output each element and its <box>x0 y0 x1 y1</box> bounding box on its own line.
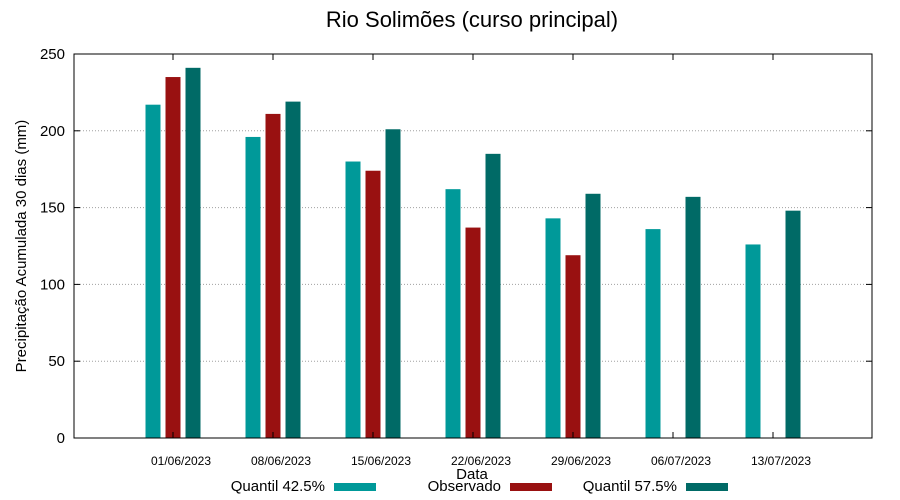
x-tick-label: 06/07/2023 <box>651 454 711 468</box>
legend: Quantil 42.5% Observado Quantil 57.5% <box>231 478 728 495</box>
bars <box>145 67 801 439</box>
legend-swatch <box>686 483 728 491</box>
bar-quantil-42-5--5 <box>645 229 661 438</box>
bar-quantil-57-5--0 <box>185 67 201 438</box>
legend-label: Quantil 42.5% <box>231 478 325 495</box>
bar-observado-3 <box>465 227 481 438</box>
bar-quantil-57-5--4 <box>585 193 601 438</box>
bar-quantil-57-5--2 <box>385 129 401 438</box>
bar-quantil-57-5--6 <box>785 210 801 438</box>
x-axis-ticks: 01/06/2023 08/06/2023 15/06/2023 22/06/2023… <box>151 54 811 468</box>
x-tick-label: 13/07/2023 <box>751 454 811 468</box>
y-tick-label: 200 <box>40 123 65 140</box>
bar-quantil-57-5--1 <box>285 101 301 438</box>
y-tick-label: 250 <box>40 46 65 63</box>
x-tick-label: 22/06/2023 <box>451 454 511 468</box>
bar-quantil-42-5--3 <box>445 189 461 438</box>
bar-observado-0 <box>165 77 181 438</box>
chart-title: Rio Solimões (curso principal) <box>326 7 618 32</box>
x-axis-label: Data <box>456 466 488 483</box>
bar-quantil-42-5--6 <box>745 244 761 438</box>
x-tick-label: 29/06/2023 <box>551 454 611 468</box>
bar-observado-2 <box>365 170 381 438</box>
y-axis-label: Precipitação Acumulada 30 dias (mm) <box>13 120 30 373</box>
x-tick-label: 08/06/2023 <box>251 454 311 468</box>
y-tick-label: 0 <box>57 430 65 447</box>
bar-quantil-42-5--0 <box>145 104 161 439</box>
bar-quantil-42-5--4 <box>545 218 561 438</box>
x-tick-label: 01/06/2023 <box>151 454 211 468</box>
y-axis-ticks: 0 50 100 150 200 250 <box>40 46 872 447</box>
bar-quantil-57-5--3 <box>485 153 501 438</box>
legend-swatch <box>334 483 376 491</box>
y-tick-label: 50 <box>48 353 65 370</box>
bar-quantil-42-5--2 <box>345 161 361 438</box>
bar-observado-4 <box>565 255 581 438</box>
y-tick-label: 150 <box>40 200 65 217</box>
x-tick-label: 15/06/2023 <box>351 454 411 468</box>
bar-quantil-57-5--5 <box>685 196 701 438</box>
legend-label: Observado <box>428 478 501 495</box>
bar-observado-1 <box>265 113 281 439</box>
legend-label: Quantil 57.5% <box>583 478 677 495</box>
bar-quantil-42-5--1 <box>245 136 261 438</box>
legend-swatch <box>510 483 552 491</box>
y-tick-label: 100 <box>40 276 65 293</box>
